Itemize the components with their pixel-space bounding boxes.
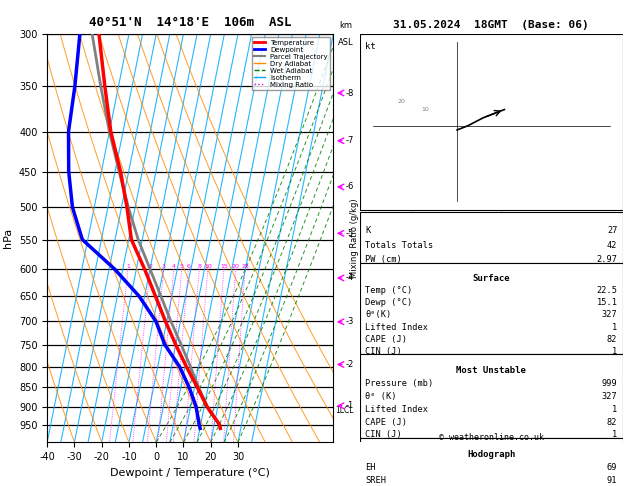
Text: 1: 1 bbox=[612, 347, 618, 356]
Text: Mixing Ratio (g/kg): Mixing Ratio (g/kg) bbox=[350, 198, 359, 278]
Text: 20: 20 bbox=[231, 264, 240, 269]
Text: θᵉ (K): θᵉ (K) bbox=[365, 392, 396, 401]
Bar bbox=[360, 354, 623, 438]
Text: 2.97: 2.97 bbox=[596, 255, 618, 264]
Text: 15: 15 bbox=[220, 264, 228, 269]
Text: 25: 25 bbox=[241, 264, 249, 269]
Text: Surface: Surface bbox=[472, 274, 510, 283]
Text: -5: -5 bbox=[346, 229, 354, 238]
Text: 3: 3 bbox=[162, 264, 166, 269]
Text: 20: 20 bbox=[398, 99, 406, 104]
Text: θᵉ(K): θᵉ(K) bbox=[365, 311, 391, 319]
Bar bbox=[360, 262, 623, 354]
Text: 6: 6 bbox=[187, 264, 191, 269]
Legend: Temperature, Dewpoint, Parcel Trajectory, Dry Adiabat, Wet Adiabat, Isotherm, Mi: Temperature, Dewpoint, Parcel Trajectory… bbox=[252, 37, 330, 90]
Title: 40°51'N  14°18'E  106m  ASL: 40°51'N 14°18'E 106m ASL bbox=[89, 16, 291, 29]
Text: 82: 82 bbox=[607, 335, 618, 344]
Bar bbox=[360, 211, 623, 262]
Text: -7: -7 bbox=[346, 136, 354, 145]
Text: Hodograph: Hodograph bbox=[467, 450, 515, 459]
Text: 10: 10 bbox=[204, 264, 212, 269]
Text: Pressure (mb): Pressure (mb) bbox=[365, 379, 433, 388]
Text: 82: 82 bbox=[607, 417, 618, 427]
Bar bbox=[360, 438, 623, 486]
Text: 8: 8 bbox=[198, 264, 201, 269]
Text: SREH: SREH bbox=[365, 476, 386, 485]
Text: 91: 91 bbox=[607, 476, 618, 485]
Text: EH: EH bbox=[365, 463, 376, 472]
Text: -8: -8 bbox=[346, 88, 354, 98]
Text: -2: -2 bbox=[346, 360, 354, 369]
Text: K: K bbox=[365, 226, 370, 235]
Text: 69: 69 bbox=[607, 463, 618, 472]
Text: km: km bbox=[340, 21, 352, 30]
Text: Dewp (°C): Dewp (°C) bbox=[365, 298, 412, 307]
Text: CAPE (J): CAPE (J) bbox=[365, 335, 407, 344]
Text: 10: 10 bbox=[421, 107, 430, 112]
Text: 1: 1 bbox=[126, 264, 130, 269]
Text: Temp (°C): Temp (°C) bbox=[365, 286, 412, 295]
Text: -6: -6 bbox=[346, 182, 354, 191]
Text: -3: -3 bbox=[346, 317, 354, 326]
Text: -4: -4 bbox=[346, 274, 354, 282]
Text: 27: 27 bbox=[607, 226, 618, 235]
X-axis label: Dewpoint / Temperature (°C): Dewpoint / Temperature (°C) bbox=[110, 468, 270, 478]
Text: 1: 1 bbox=[612, 431, 618, 439]
Text: CIN (J): CIN (J) bbox=[365, 431, 402, 439]
Bar bbox=[360, 34, 623, 209]
Text: CIN (J): CIN (J) bbox=[365, 347, 402, 356]
Text: 42: 42 bbox=[607, 241, 618, 250]
Text: 999: 999 bbox=[602, 379, 618, 388]
Text: 4: 4 bbox=[172, 264, 176, 269]
Text: 1LCL: 1LCL bbox=[335, 406, 353, 415]
Text: kt: kt bbox=[365, 42, 376, 51]
Text: 327: 327 bbox=[602, 311, 618, 319]
Title: 31.05.2024  18GMT  (Base: 06): 31.05.2024 18GMT (Base: 06) bbox=[393, 20, 589, 31]
Text: 22.5: 22.5 bbox=[596, 286, 618, 295]
Text: Totals Totals: Totals Totals bbox=[365, 241, 433, 250]
Text: -1: -1 bbox=[346, 401, 354, 410]
Text: 2: 2 bbox=[148, 264, 152, 269]
Text: 327: 327 bbox=[602, 392, 618, 401]
Text: CAPE (J): CAPE (J) bbox=[365, 417, 407, 427]
Text: Most Unstable: Most Unstable bbox=[456, 366, 526, 375]
Text: 1: 1 bbox=[612, 323, 618, 331]
Text: Lifted Index: Lifted Index bbox=[365, 405, 428, 414]
Text: Lifted Index: Lifted Index bbox=[365, 323, 428, 331]
Y-axis label: hPa: hPa bbox=[3, 228, 13, 248]
Text: © weatheronline.co.uk: © weatheronline.co.uk bbox=[439, 433, 543, 442]
Text: ASL: ASL bbox=[338, 38, 353, 47]
Text: PW (cm): PW (cm) bbox=[365, 255, 402, 264]
Text: 1: 1 bbox=[612, 405, 618, 414]
Text: 5: 5 bbox=[180, 264, 184, 269]
Text: 15.1: 15.1 bbox=[596, 298, 618, 307]
